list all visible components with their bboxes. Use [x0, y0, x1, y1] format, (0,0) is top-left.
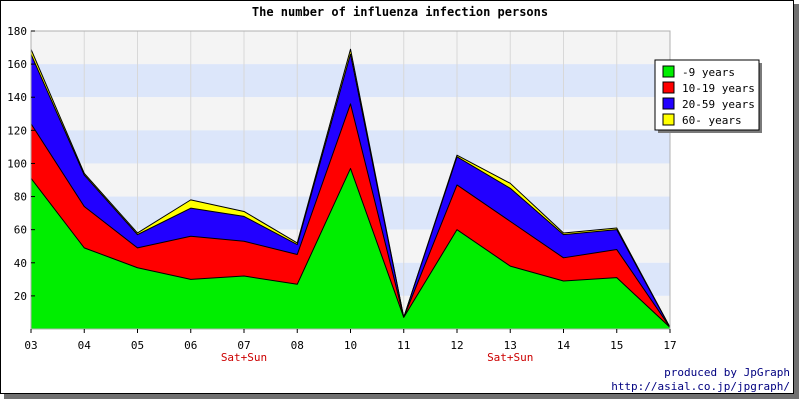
legend-label: -9 years	[682, 66, 735, 79]
x-tick-label: 12	[450, 339, 463, 352]
x-tick-label: 15	[610, 339, 623, 352]
y-tick-labels: 20 40 60 80 100 120 140 160 180	[7, 25, 27, 303]
credit-line-2: http://asial.co.jp/jpgraph/	[611, 380, 790, 393]
y-tick-label: 40	[14, 257, 27, 270]
x-tick-label: 07	[237, 339, 250, 352]
y-tick-label: 60	[14, 224, 27, 237]
x-tick-label: 14	[557, 339, 571, 352]
area-9-years	[31, 167, 670, 329]
legend-swatch	[662, 113, 675, 126]
y-tick-label: 120	[7, 124, 27, 137]
x-tick-label: 08	[291, 339, 304, 352]
y-tick-label: 160	[7, 58, 27, 71]
axes	[30, 30, 671, 333]
y-tick-label: 100	[7, 157, 27, 170]
x-tick-label: 06	[184, 339, 197, 352]
legend-swatch	[662, 65, 675, 78]
legend-label: 10-19 years	[682, 82, 755, 95]
y-tick-label: 20	[14, 290, 27, 303]
area-series	[31, 48, 670, 329]
x-tick-label: 17	[663, 339, 676, 352]
chart-title: The number of influenza infection person…	[252, 5, 548, 19]
y-tick-label: 80	[14, 191, 27, 204]
x-tick-label: 04	[78, 339, 92, 352]
credit-line-1: produced by JpGraph	[664, 366, 790, 379]
x-tick-label: 05	[131, 339, 144, 352]
legend: -9 years 10-19 years 20-59 years 60- years	[654, 59, 762, 133]
legend-label: 20-59 years	[682, 98, 755, 111]
x-tick-sublabel: Sat+Sun	[487, 351, 533, 364]
legend-swatch	[662, 81, 675, 94]
x-tick-label: 11	[397, 339, 410, 352]
x-tick-sublabel: Sat+Sun	[221, 351, 267, 364]
y-tick-label: 180	[7, 25, 27, 38]
x-tick-label: 13	[504, 339, 517, 352]
y-tick-label: 140	[7, 91, 27, 104]
legend-label: 60- years	[682, 114, 742, 127]
x-tick-label: 03	[24, 339, 37, 352]
x-tick-label: 10	[344, 339, 357, 352]
legend-swatch	[662, 97, 675, 110]
